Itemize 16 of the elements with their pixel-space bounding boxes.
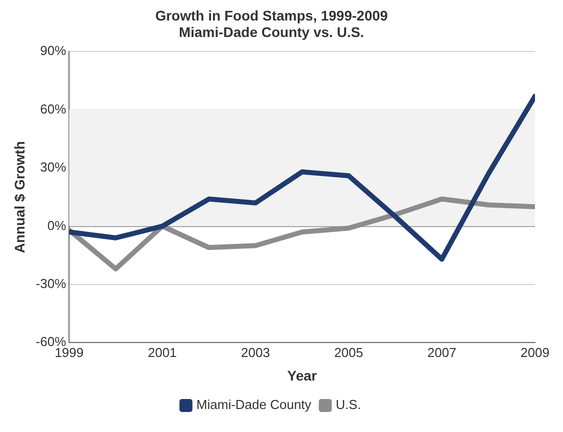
x-tick-label: 2005 bbox=[334, 344, 364, 360]
y-tick-label: 60% bbox=[40, 101, 67, 116]
y-tick-label: -30% bbox=[36, 276, 67, 291]
x-tick-label: 2003 bbox=[241, 344, 270, 360]
x-axis-title: Year bbox=[287, 367, 318, 384]
legend-label: U.S. bbox=[336, 397, 362, 412]
chart-subtitle: Miami-Dade County vs. U.S. bbox=[178, 24, 364, 40]
y-axis-title: Annual $ Growth bbox=[11, 141, 28, 254]
x-tick-label: 2001 bbox=[148, 344, 177, 360]
legend-label: Miami-Dade County bbox=[196, 397, 312, 412]
x-tick-label: 2007 bbox=[427, 344, 456, 360]
x-tick-label: 2009 bbox=[520, 344, 550, 360]
y-tick-label: 90% bbox=[40, 43, 67, 58]
chart-title: Growth in Food Stamps, 1999-2009 bbox=[155, 7, 388, 24]
y-tick-label: 0% bbox=[47, 218, 67, 233]
y-tick-label: 30% bbox=[40, 160, 67, 175]
